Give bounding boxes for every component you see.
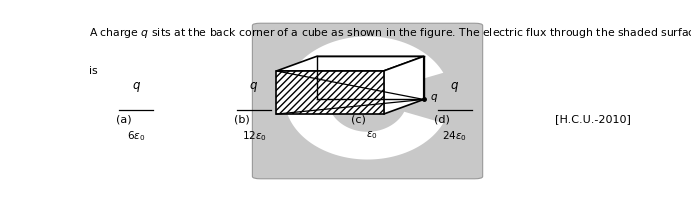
Text: $12\varepsilon_0$: $12\varepsilon_0$ bbox=[242, 129, 267, 143]
Text: (b): (b) bbox=[234, 114, 249, 124]
Text: [H.C.U.-2010]: [H.C.U.-2010] bbox=[555, 114, 631, 124]
Text: (a): (a) bbox=[116, 114, 131, 124]
Text: A charge $q$ sits at the back corner of a cube as shown in the figure. The elect: A charge $q$ sits at the back corner of … bbox=[89, 26, 691, 40]
Text: (d): (d) bbox=[435, 114, 451, 124]
Text: is: is bbox=[89, 66, 97, 76]
Text: $q$: $q$ bbox=[451, 80, 460, 94]
Polygon shape bbox=[276, 71, 384, 114]
Text: $24\varepsilon_0$: $24\varepsilon_0$ bbox=[442, 129, 467, 143]
Text: (c): (c) bbox=[352, 114, 366, 124]
Polygon shape bbox=[384, 56, 424, 114]
Text: $6\varepsilon_0$: $6\varepsilon_0$ bbox=[127, 129, 145, 143]
Text: $q$: $q$ bbox=[132, 80, 141, 94]
FancyBboxPatch shape bbox=[252, 23, 482, 179]
Text: $\varepsilon_0$: $\varepsilon_0$ bbox=[366, 129, 378, 141]
Text: $q$: $q$ bbox=[368, 80, 377, 94]
Polygon shape bbox=[276, 56, 424, 71]
Text: $q$: $q$ bbox=[249, 80, 258, 94]
Polygon shape bbox=[285, 36, 444, 160]
Text: $q$: $q$ bbox=[430, 92, 438, 104]
